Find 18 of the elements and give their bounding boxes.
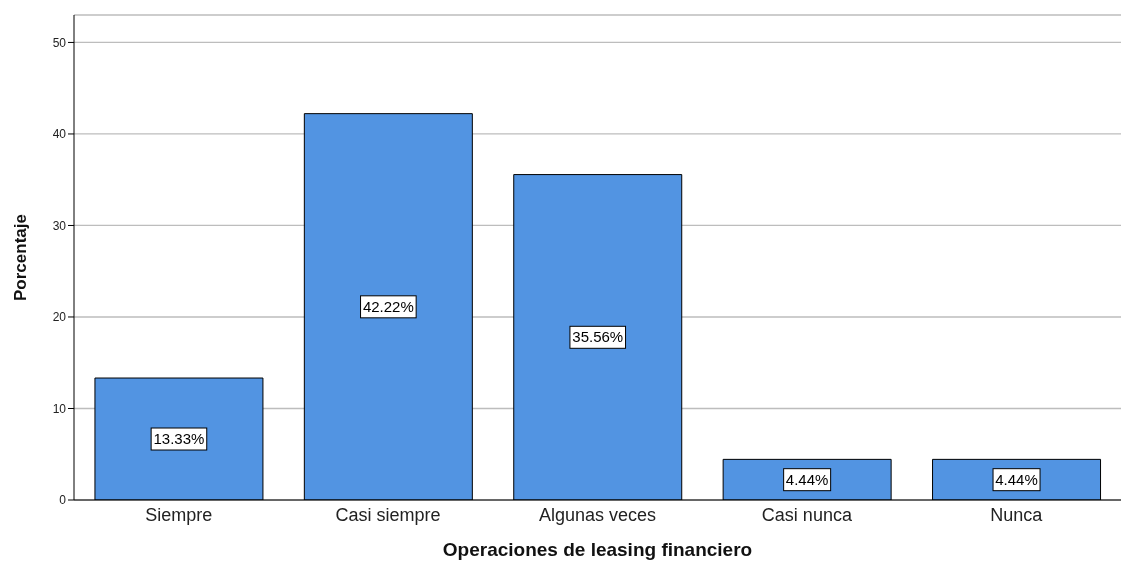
- data-label: 4.44%: [995, 470, 1038, 488]
- x-tick-label: Siempre: [145, 504, 213, 525]
- data-label: 4.44%: [785, 470, 829, 488]
- data-label: 42.22%: [362, 297, 414, 315]
- y-tick-label: 20: [52, 310, 67, 325]
- y-tick-label: 10: [52, 401, 67, 416]
- data-label: 35.56%: [572, 328, 624, 346]
- x-axis-title: Operaciones de leasing financiero: [442, 539, 753, 560]
- x-tick-label: Casi siempre: [335, 504, 441, 525]
- y-tick-label: 30: [52, 218, 67, 233]
- y-tick-label: 50: [52, 35, 67, 50]
- y-axis-title: Porcentaje: [11, 214, 31, 301]
- x-tick-label: Nunca: [990, 504, 1044, 525]
- x-tick-label: Algunas veces: [538, 504, 657, 525]
- x-tick-label: Casi nunca: [761, 504, 853, 525]
- data-label: 13.33%: [153, 430, 205, 448]
- y-tick-label: 0: [59, 493, 67, 508]
- y-tick-label: 40: [52, 127, 67, 142]
